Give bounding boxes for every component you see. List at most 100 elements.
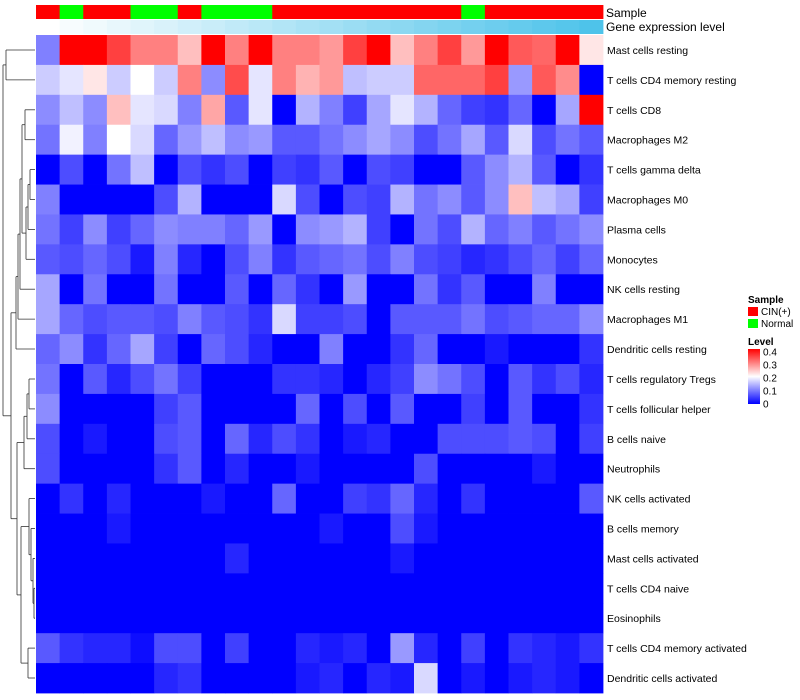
heatmap-cell <box>579 364 604 395</box>
heatmap-cell <box>484 35 509 66</box>
heatmap-cell <box>295 124 320 156</box>
heatmap-cell <box>484 663 509 694</box>
heatmap-cell <box>579 154 604 185</box>
heatmap-cell <box>248 453 273 485</box>
heatmap-cell <box>532 304 557 335</box>
row-label: Macrophages M2 <box>607 135 688 147</box>
heatmap-cell <box>295 663 320 694</box>
heatmap-cell <box>579 334 604 365</box>
legend-tick-label: 0 <box>763 400 769 411</box>
sample-annotation-cell <box>437 5 462 19</box>
heatmap-cell <box>414 334 439 365</box>
heatmap-cell <box>390 184 415 215</box>
heatmap-cell <box>225 304 250 335</box>
heatmap-cell <box>343 184 368 215</box>
heatmap-cell <box>508 573 533 604</box>
heatmap-cell <box>319 334 344 365</box>
heatmap-cell <box>83 543 108 574</box>
heatmap-cell <box>555 453 580 485</box>
heatmap-cell <box>83 483 108 514</box>
heatmap-cell <box>461 94 486 126</box>
legend-title-sample: Sample <box>748 295 784 306</box>
heatmap-cell <box>36 423 61 455</box>
heatmap-cell <box>390 453 415 485</box>
heatmap-cell <box>555 244 580 275</box>
legend-label-normal: Normal <box>761 319 793 330</box>
heatmap-cell <box>248 94 273 126</box>
heatmap-cell <box>36 304 61 335</box>
heatmap-cell <box>295 483 320 514</box>
heatmap-cell <box>508 274 533 305</box>
heatmap-cell <box>83 304 108 335</box>
legend-tick-label: 0.4 <box>763 348 777 359</box>
heatmap-cell <box>484 304 509 335</box>
sample-annotation-cell <box>579 5 604 19</box>
heatmap-cell <box>59 304 84 335</box>
heatmap-cell <box>343 35 368 66</box>
sample-annotation-cell <box>390 5 415 19</box>
heatmap-cell <box>343 124 368 156</box>
heatmap-cell <box>437 184 462 215</box>
heatmap-cell <box>154 543 179 574</box>
expression-annotation-cell <box>225 20 250 34</box>
heatmap-cell <box>36 35 61 66</box>
heatmap-cell <box>83 184 108 215</box>
heatmap-cell <box>319 214 344 245</box>
heatmap-cell <box>437 274 462 305</box>
column-annotations <box>36 5 604 34</box>
heatmap-cell <box>532 184 557 215</box>
row-label: Dendritic cells resting <box>607 344 707 356</box>
heatmap-cell <box>343 64 368 96</box>
heatmap-cell <box>319 393 344 425</box>
heatmap-cell <box>343 393 368 425</box>
heatmap-cell <box>366 633 391 664</box>
heatmap-cell <box>461 334 486 365</box>
heatmap-cell <box>177 304 202 335</box>
heatmap-cell <box>201 334 226 365</box>
sample-annotation-cell <box>508 5 533 19</box>
heatmap-cell <box>106 124 131 156</box>
heatmap-cell <box>177 214 202 245</box>
heatmap-cell <box>343 304 368 335</box>
heatmap-cell <box>555 94 580 126</box>
heatmap-cell <box>343 663 368 694</box>
heatmap-cell <box>83 214 108 245</box>
heatmap-cell <box>106 573 131 604</box>
heatmap-cell <box>366 483 391 514</box>
annotation-label-sample: Sample <box>606 6 647 20</box>
heatmap-cell <box>319 304 344 335</box>
heatmap-cell <box>36 393 61 425</box>
heatmap-cell <box>319 154 344 185</box>
heatmap-cell <box>36 483 61 514</box>
heatmap-cell <box>390 274 415 305</box>
heatmap-cell <box>390 94 415 126</box>
heatmap-cell <box>201 543 226 574</box>
sample-annotation-cell <box>414 5 439 19</box>
heatmap-cell <box>177 154 202 185</box>
heatmap-cell <box>414 453 439 485</box>
heatmap-cell <box>272 603 297 634</box>
heatmap-cell <box>106 304 131 335</box>
legend-title-level: Level <box>748 337 774 348</box>
heatmap-cell <box>59 573 84 604</box>
heatmap-cell <box>579 214 604 245</box>
heatmap-cell <box>319 603 344 634</box>
expression-annotation-cell <box>59 20 84 34</box>
heatmap-cell <box>461 364 486 395</box>
heatmap-cell <box>390 513 415 544</box>
heatmap-cell <box>272 274 297 305</box>
heatmap-cell <box>579 94 604 126</box>
sample-annotation-cell <box>225 5 250 19</box>
heatmap-cell <box>201 453 226 485</box>
heatmap-cell <box>130 35 155 66</box>
heatmap-cell <box>83 64 108 96</box>
heatmap-cell <box>508 244 533 275</box>
heatmap-cell <box>319 35 344 66</box>
heatmap-cell <box>579 573 604 604</box>
heatmap-cell <box>390 304 415 335</box>
heatmap-cell <box>437 543 462 574</box>
row-label: B cells memory <box>607 524 680 536</box>
heatmap-cell <box>437 244 462 275</box>
sample-annotation-cell <box>248 5 273 19</box>
heatmap-cell <box>579 543 604 574</box>
